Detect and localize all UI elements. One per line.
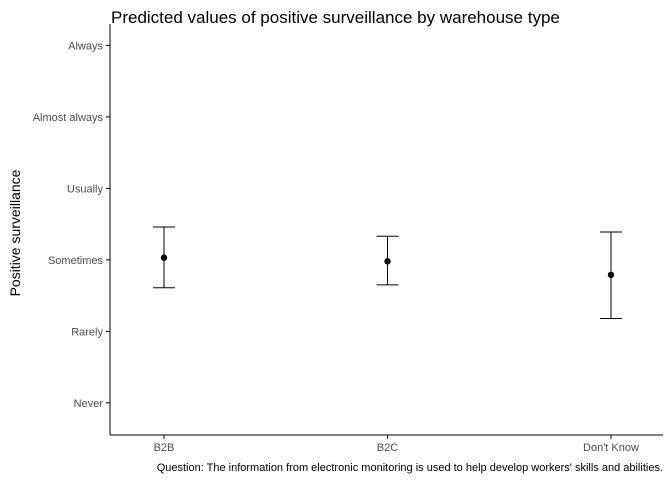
chart-caption: Question: The information from electroni… [157, 462, 663, 474]
y-tick-label: Almost always [33, 112, 104, 124]
x-tick-label: B2C [377, 442, 398, 454]
y-tick-label: Usually [67, 183, 104, 195]
x-ticks: B2B B2C Don't Know [154, 435, 639, 454]
x-tick-label: Don't Know [583, 442, 639, 454]
y-axis-title: Positive surveillance [7, 169, 23, 296]
data-point [160, 254, 168, 261]
data-point [607, 271, 615, 279]
y-tick-label: Always [68, 40, 103, 52]
chart-title: Predicted values of positive surveillanc… [111, 8, 560, 27]
y-tick-label: Rarely [71, 326, 103, 338]
y-tick-label: Never [74, 398, 104, 410]
x-tick-label: B2B [154, 442, 175, 454]
y-ticks: Never Rarely Sometimes Usually Almost always… [33, 40, 110, 410]
data-point [384, 258, 391, 265]
y-tick-label: Sometimes [48, 255, 104, 267]
data-marks [153, 226, 622, 319]
